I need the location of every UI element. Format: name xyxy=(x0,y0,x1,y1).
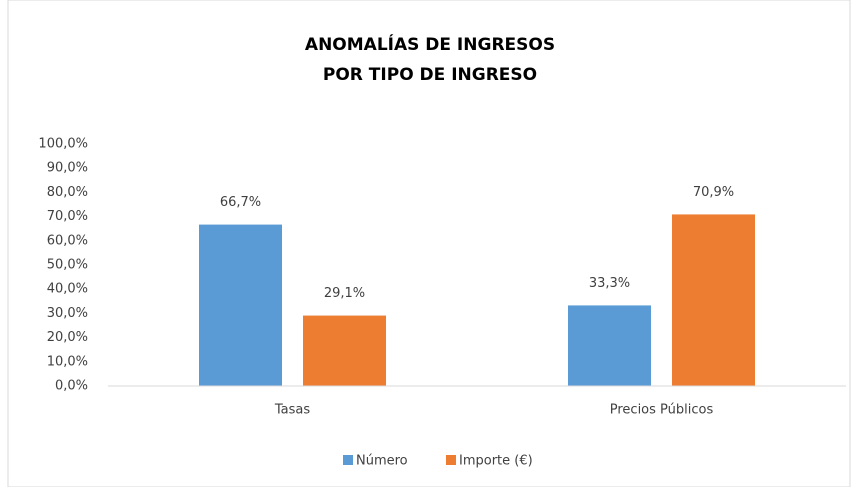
x-tick-label: Precios Públicos xyxy=(610,403,714,418)
chart-title: ANOMALÍAS DE INGRESOS xyxy=(305,33,555,55)
y-tick-label: 80,0% xyxy=(47,185,88,200)
bar xyxy=(303,315,386,386)
y-tick-label: 10,0% xyxy=(47,354,88,369)
bar xyxy=(672,214,755,386)
bar xyxy=(568,305,651,386)
y-tick-label: 0,0% xyxy=(55,379,88,394)
data-label: 33,3% xyxy=(589,276,630,291)
y-tick-label: 40,0% xyxy=(47,282,88,297)
x-tick-label: Tasas xyxy=(274,403,310,418)
y-tick-label: 90,0% xyxy=(47,161,88,176)
data-label: 66,7% xyxy=(220,195,261,210)
y-tick-label: 70,0% xyxy=(47,209,88,224)
bar xyxy=(199,224,282,386)
y-tick-label: 30,0% xyxy=(47,306,88,321)
legend-swatch xyxy=(343,455,353,465)
legend-swatch xyxy=(446,455,456,465)
chart-title: POR TIPO DE INGRESO xyxy=(323,65,537,85)
data-label: 29,1% xyxy=(324,286,365,301)
y-tick-label: 60,0% xyxy=(47,233,88,248)
legend-label: Número xyxy=(356,454,408,469)
y-tick-label: 50,0% xyxy=(47,258,88,273)
data-label: 70,9% xyxy=(693,185,734,200)
y-tick-label: 100,0% xyxy=(38,137,88,152)
y-tick-label: 20,0% xyxy=(47,330,88,345)
legend-label: Importe (€) xyxy=(459,454,533,469)
